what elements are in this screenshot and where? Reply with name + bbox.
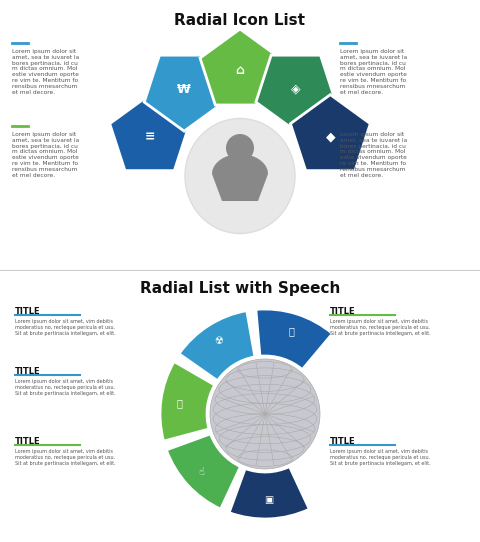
Text: ₩: ₩ — [177, 82, 191, 95]
Text: Lorem ipsum dolor sit amet, vim debitis
moderatius no, recteque pericula et usu.: Lorem ipsum dolor sit amet, vim debitis … — [15, 379, 116, 396]
Text: Lorem ipsum dolor sit
amet, sea te iuvaret la
bores pertinacia, id cu
m dictas o: Lorem ipsum dolor sit amet, sea te iuvar… — [12, 132, 79, 178]
Polygon shape — [110, 95, 190, 171]
Polygon shape — [212, 154, 268, 201]
Text: Lorem ipsum dolor sit amet, vim debitis
moderatius no, recteque pericula et usu.: Lorem ipsum dolor sit amet, vim debitis … — [330, 319, 431, 335]
Circle shape — [210, 359, 320, 469]
Circle shape — [226, 134, 254, 162]
Text: ⌂: ⌂ — [236, 64, 244, 78]
Polygon shape — [144, 55, 224, 131]
Text: Radial Icon List: Radial Icon List — [175, 13, 305, 28]
Wedge shape — [229, 467, 310, 519]
Polygon shape — [290, 95, 370, 171]
Text: TITLE: TITLE — [15, 367, 41, 376]
Text: Lorem ipsum dolor sit
amet, sea te iuvaret la
bores pertinacia, id cu
m dictas o: Lorem ipsum dolor sit amet, sea te iuvar… — [340, 132, 407, 178]
Text: ⏱: ⏱ — [176, 398, 182, 408]
Text: TITLE: TITLE — [15, 437, 41, 446]
Text: Lorem ipsum dolor sit amet, vim debitis
moderatius no, recteque pericula et usu.: Lorem ipsum dolor sit amet, vim debitis … — [15, 319, 116, 335]
Text: ☢: ☢ — [214, 336, 223, 346]
Text: ☝: ☝ — [198, 467, 204, 478]
Text: ⏻: ⏻ — [288, 326, 294, 337]
Text: Lorem ipsum dolor sit amet, vim debitis
moderatius no, recteque pericula et usu.: Lorem ipsum dolor sit amet, vim debitis … — [330, 449, 431, 466]
Polygon shape — [256, 55, 336, 131]
Wedge shape — [160, 362, 215, 441]
Text: TITLE: TITLE — [330, 437, 356, 446]
Text: Radial List with Speech: Radial List with Speech — [140, 281, 340, 296]
Text: ≡: ≡ — [144, 130, 155, 143]
Wedge shape — [179, 311, 255, 380]
Text: ◆: ◆ — [325, 130, 335, 143]
Text: TITLE: TITLE — [330, 307, 356, 316]
Text: Lorem ipsum dolor sit
amet, sea te iuvaret la
bores pertinacia, id cu
m dictas o: Lorem ipsum dolor sit amet, sea te iuvar… — [12, 49, 79, 95]
Wedge shape — [167, 434, 240, 509]
Text: ◈: ◈ — [291, 82, 300, 95]
Text: ▣: ▣ — [264, 495, 274, 506]
Text: Lorem ipsum dolor sit
amet, sea te iuvaret la
bores pertinacia, id cu
m dictas o: Lorem ipsum dolor sit amet, sea te iuvar… — [340, 49, 407, 95]
Polygon shape — [200, 29, 280, 105]
Wedge shape — [256, 309, 333, 370]
Ellipse shape — [185, 119, 295, 234]
Text: TITLE: TITLE — [15, 307, 41, 316]
Text: Lorem ipsum dolor sit amet, vim debitis
moderatius no, recteque pericula et usu.: Lorem ipsum dolor sit amet, vim debitis … — [15, 449, 116, 466]
